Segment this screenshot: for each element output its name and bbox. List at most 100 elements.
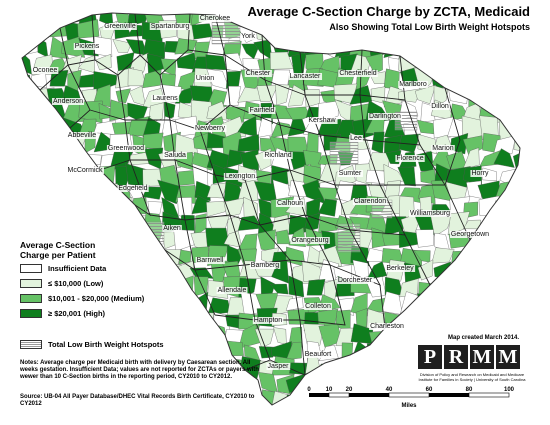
zcta-area [31, 117, 55, 139]
county-label-background [307, 117, 338, 124]
zcta-area [22, 181, 34, 203]
zcta-area [368, 330, 391, 347]
zcta-area [275, 84, 290, 106]
zcta-area [142, 132, 164, 150]
zcta-area [462, 147, 480, 170]
zcta-area [50, 184, 70, 205]
county-label-background [408, 210, 452, 217]
zcta-area [514, 259, 520, 284]
zcta-area [447, 74, 471, 88]
county-label-orangeburg: Orangeburg [291, 237, 328, 244]
zcta-area [37, 37, 49, 58]
scale-tick-label: 10 [326, 387, 333, 393]
zcta-area [499, 35, 518, 55]
zcta-area [463, 246, 487, 268]
zcta-area [433, 261, 452, 279]
zcta-area [269, 283, 289, 295]
county-label-background [163, 152, 188, 159]
zcta-area [480, 262, 503, 282]
county-label-lexington: Lexington [225, 173, 255, 180]
zcta-area [62, 180, 86, 202]
county-lines [39, 13, 471, 376]
zcta-area [446, 21, 464, 39]
zcta-area [495, 67, 518, 91]
zcta-area [496, 213, 518, 230]
zcta-area [449, 42, 470, 61]
county-label-greenville: Greenville [104, 23, 136, 30]
zcta-area [35, 132, 54, 152]
county-label-lancaster: Lancaster [290, 73, 321, 80]
zcta-area [335, 363, 358, 376]
zcta-area [499, 23, 512, 42]
zcta-area [22, 103, 39, 118]
county-label-berkeley: Berkeley [386, 265, 414, 272]
county-label-background [395, 155, 425, 162]
zcta-area [494, 296, 519, 312]
legend-swatch-low [20, 279, 42, 288]
county-label-background [198, 15, 232, 22]
zcta-area [239, 406, 260, 425]
zcta-area [448, 51, 464, 77]
zcta-area [494, 52, 519, 77]
zcta-area [22, 195, 37, 217]
county-label-dorchester: Dorchester [338, 277, 373, 284]
county-label-background [288, 73, 323, 80]
zcta-area [239, 13, 261, 21]
county-label-background [430, 103, 450, 110]
zcta-area [461, 292, 486, 316]
county-label-background [223, 173, 257, 180]
zcta-area [223, 85, 241, 106]
county-label-clarendon: Clarendon [354, 198, 386, 205]
county-label-background [337, 170, 363, 177]
zcta-area [206, 200, 230, 217]
zcta-area [47, 148, 71, 172]
zcta-area [398, 13, 422, 25]
county-label-background [151, 95, 180, 102]
legend-label: ≥ $20,001 (High) [48, 309, 106, 318]
zcta-area [129, 85, 146, 106]
zcta-area [206, 182, 227, 199]
zcta-area [303, 212, 321, 233]
zcta-area [366, 360, 390, 380]
zcta-area [466, 180, 482, 199]
zcta-area [365, 53, 383, 74]
zcta-area [482, 216, 497, 232]
zcta-area [22, 13, 34, 28]
county-label-background [31, 67, 59, 74]
zcta-area [462, 72, 486, 91]
scale-bar: 0 10 20 40 60 80 100 Miles [307, 387, 514, 409]
zcta-area [275, 229, 291, 245]
zcta-area [157, 179, 181, 205]
zcta-area [109, 211, 134, 237]
zcta-area [516, 164, 520, 183]
county-label-background [275, 200, 305, 207]
zcta-area [306, 279, 326, 296]
zcta-area [383, 68, 400, 90]
legend-item-hotspot: Total Low Birth Weight Hotspots [20, 338, 220, 351]
county-label-horry: Horry [471, 170, 489, 177]
legend-label: $10,001 - $20,000 (Medium) [48, 294, 145, 303]
county-label-background [304, 303, 332, 310]
zcta-area [494, 278, 516, 296]
zcta-area [127, 13, 150, 27]
zcta-area [500, 13, 513, 27]
scale-segment [468, 392, 510, 398]
county-label-background [290, 237, 330, 244]
zcta-area [47, 198, 70, 221]
notes-text: Notes: Average charge per Medicaid birth… [20, 360, 259, 380]
zcta-area [430, 56, 449, 76]
zcta-area [371, 131, 385, 154]
zcta-area [22, 86, 37, 107]
zcta-area [434, 311, 454, 330]
zcta-area [95, 53, 112, 71]
zcta-area [415, 229, 434, 248]
county-label-dillon: Dillon [431, 103, 449, 110]
zcta-area [318, 198, 337, 217]
zcta-area [417, 259, 434, 281]
scale-segment [429, 393, 469, 397]
zcta-area [515, 51, 520, 74]
zcta-area [510, 67, 520, 92]
zcta-area [304, 89, 320, 108]
zcta-area [462, 263, 481, 280]
zcta-area [415, 13, 435, 24]
